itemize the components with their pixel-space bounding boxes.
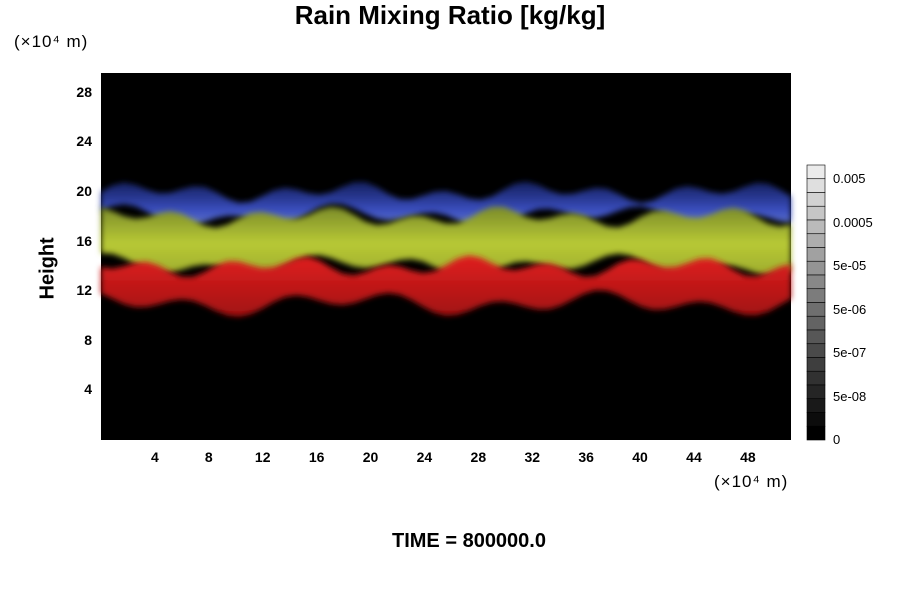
colorbar-segment [806, 205, 826, 221]
x-tick-label: 4 [151, 449, 159, 465]
colorbar-segment [806, 412, 826, 427]
x-tick-label: 20 [362, 449, 379, 465]
colorbar-segment [806, 233, 826, 248]
x-tick-label: 44 [686, 449, 702, 465]
colorbar-segment [806, 260, 826, 276]
colorbar-tick-label: 0.005 [833, 171, 866, 186]
x-unit-label: (×10⁴ m) [714, 472, 789, 491]
y-tick-label: 12 [76, 282, 92, 299]
colorbar-tick-label: 0 [833, 432, 841, 447]
colorbar-segment [806, 370, 826, 386]
layer-red [101, 255, 791, 317]
y-tick-label: 8 [84, 331, 92, 348]
colorbar-segment [806, 288, 826, 303]
x-tick-label: 36 [578, 449, 594, 465]
chart-title: Rain Mixing Ratio [kg/kg] [294, 0, 606, 30]
x-tick-label: 12 [254, 449, 271, 465]
x-tick-label: 48 [740, 449, 756, 465]
colorbar-segment [806, 164, 826, 180]
x-tick-label: 32 [524, 449, 541, 465]
colorbar-segment [806, 398, 826, 413]
y-tick-label: 24 [76, 133, 92, 150]
y-tick-label: 20 [76, 183, 92, 200]
colorbar-segment [806, 274, 826, 290]
colorbar-segment [806, 357, 826, 372]
colorbar-tick-label: 5e-05 [833, 258, 867, 273]
colorbar [806, 164, 826, 441]
x-tick-label: 40 [632, 449, 648, 465]
x-tick-label: 8 [204, 449, 213, 465]
time-label: TIME = 800000.0 [392, 530, 546, 552]
y-tick-label: 16 [76, 232, 92, 249]
colorbar-segment [806, 425, 826, 441]
layer-yellow-green [101, 206, 791, 280]
y-tick-label: 4 [84, 381, 92, 398]
x-tick-label: 28 [470, 449, 487, 465]
colorbar-segment [806, 219, 826, 235]
colorbar-tick-label: 5e-08 [833, 388, 867, 404]
colorbar-segment [806, 329, 826, 345]
y-unit-label: (×10⁴ m) [14, 32, 89, 51]
colorbar-tick-label: 5e-06 [833, 301, 867, 317]
colorbar-segment [806, 178, 826, 193]
colorbar-segment [806, 302, 826, 317]
y-tick-label: 28 [76, 83, 92, 100]
colorbar-segment [806, 384, 826, 400]
colorbar-tick-label: 5e-07 [833, 345, 867, 360]
colorbar-segment [806, 315, 826, 331]
colorbar-segment [806, 343, 826, 358]
colorbar-tick-label: 0.0005 [833, 214, 873, 230]
x-tick-label: 16 [308, 449, 325, 465]
colorbar-segment [806, 247, 826, 262]
colorbar-segment [806, 192, 826, 207]
x-tick-label: 24 [416, 449, 433, 465]
